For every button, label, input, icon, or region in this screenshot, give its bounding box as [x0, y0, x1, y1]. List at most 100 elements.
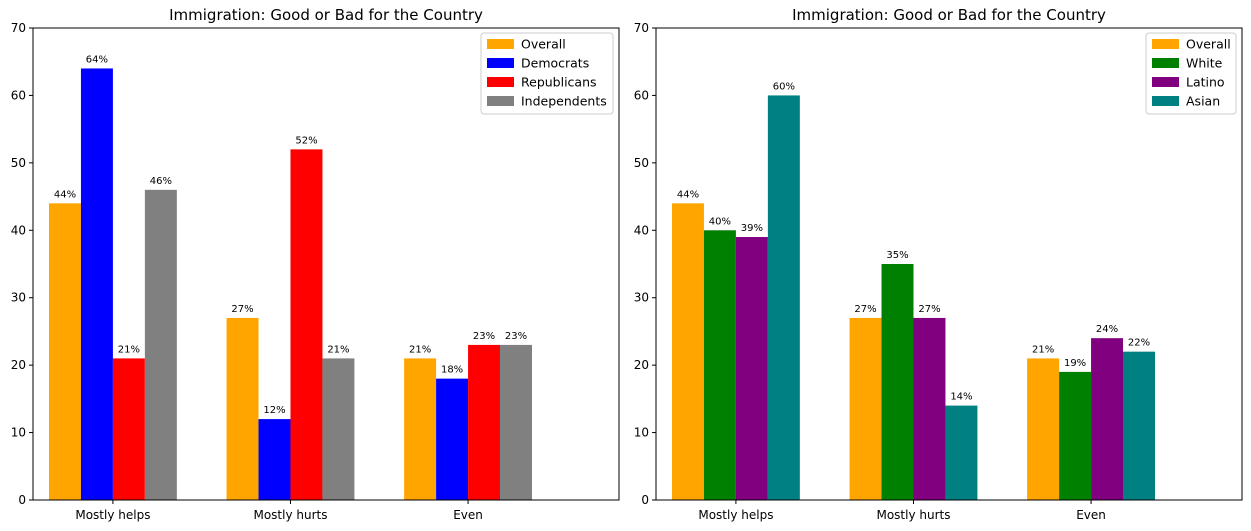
data-label: 35%	[886, 250, 908, 261]
legend: Overall Democrats Republicans Independents	[480, 32, 614, 115]
data-label: 27%	[918, 304, 940, 315]
data-label: 21%	[409, 344, 431, 355]
y-tick-label: 60	[634, 88, 649, 102]
data-label: 27%	[854, 304, 876, 315]
data-label: 21%	[1032, 344, 1054, 355]
data-label: 44%	[677, 189, 699, 200]
plot-frame	[655, 27, 1243, 501]
legend-swatch-democrats	[487, 58, 514, 68]
x-tick-label: Mostly hurts	[876, 508, 950, 522]
y-tick-label: 70	[11, 21, 26, 35]
legend-swatch-independents	[487, 96, 514, 106]
bar-overall	[1027, 358, 1060, 500]
y-tick-label: 10	[11, 426, 26, 440]
bar-white	[1059, 371, 1092, 500]
bar-independents	[144, 189, 177, 501]
legend-label-independents: Independents	[521, 94, 607, 109]
legend-swatch-white	[1152, 58, 1179, 68]
x-tick-label: Even	[1076, 508, 1106, 522]
bar-democrats	[80, 68, 113, 500]
bar-asian	[1123, 351, 1155, 500]
x-axis: Mostly helps Mostly hurts Even	[75, 500, 483, 522]
y-tick-label: 0	[18, 493, 26, 507]
legend-label-latino: Latino	[1186, 75, 1225, 90]
legend-label-republicans: Republicans	[521, 75, 597, 90]
plot-frame	[32, 27, 620, 501]
legend-box	[480, 32, 614, 115]
chart-party: Immigration: Good or Bad for the Country…	[11, 6, 620, 522]
y-tick-label: 20	[634, 358, 649, 372]
y-tick-label: 40	[634, 223, 649, 237]
data-label: 44%	[54, 189, 76, 200]
y-tick-label: 30	[11, 291, 26, 305]
bar-democrats	[436, 378, 469, 500]
x-tick-label: Mostly hurts	[253, 508, 327, 522]
y-axis: 0 10 20 30 40 50 60 70	[11, 21, 33, 507]
legend-label-overall: Overall	[1186, 37, 1231, 52]
y-axis: 0 10 20 30 40 50 60 70	[634, 21, 656, 507]
bar-republicans	[290, 149, 323, 500]
y-tick-label: 60	[11, 88, 26, 102]
y-tick-label: 10	[634, 426, 649, 440]
x-tick-label: Mostly helps	[698, 508, 773, 522]
data-label: 14%	[950, 392, 972, 403]
bar-white	[881, 264, 914, 500]
bar-independents	[322, 358, 355, 500]
data-label: 39%	[741, 223, 763, 234]
data-label: 52%	[295, 135, 317, 146]
y-tick-label: 20	[11, 358, 26, 372]
y-tick-label: 0	[641, 493, 649, 507]
y-tick-label: 50	[634, 156, 649, 170]
bar-asian	[945, 405, 978, 500]
bar-overall	[48, 203, 81, 501]
bar-overall	[671, 203, 704, 501]
legend-box	[1145, 32, 1237, 115]
chart-ethnicity: Immigration: Good or Bad for the Country…	[634, 6, 1243, 522]
bar-republicans	[112, 358, 145, 500]
data-label: 21%	[118, 344, 140, 355]
bar-independents	[500, 344, 532, 500]
bar-overall	[226, 317, 259, 500]
legend-swatch-republicans	[487, 77, 514, 87]
bar-asian	[767, 95, 800, 500]
bar-overall	[849, 317, 882, 500]
data-label: 12%	[263, 405, 285, 416]
bar-latino	[735, 237, 768, 500]
y-tick-label: 30	[634, 291, 649, 305]
legend-label-white: White	[1186, 56, 1223, 71]
legend-label-democrats: Democrats	[521, 56, 589, 71]
data-label: 27%	[231, 304, 253, 315]
y-tick-label: 70	[634, 21, 649, 35]
x-tick-label: Even	[453, 508, 483, 522]
data-label: 23%	[473, 331, 495, 342]
data-label: 40%	[709, 216, 731, 227]
x-tick-label: Mostly helps	[75, 508, 150, 522]
bars: 44% 40% 39% 60% 27% 35% 27% 14% 21% 19% 24% 22%	[671, 81, 1155, 501]
legend-swatch-latino	[1152, 77, 1179, 87]
bar-democrats	[258, 419, 291, 500]
bar-republicans	[468, 344, 501, 500]
bar-latino	[1091, 338, 1124, 500]
data-label: 18%	[441, 365, 463, 376]
legend-label-overall: Overall	[521, 37, 566, 52]
data-label: 60%	[773, 81, 795, 92]
y-tick-label: 40	[11, 223, 26, 237]
data-label: 22%	[1128, 338, 1150, 349]
bar-overall	[404, 358, 437, 500]
legend-swatch-overall	[487, 39, 514, 49]
legend: Overall White Latino Asian	[1145, 32, 1237, 115]
x-axis: Mostly helps Mostly hurts Even	[698, 500, 1106, 522]
data-label: 24%	[1096, 324, 1118, 335]
legend-swatch-overall	[1152, 39, 1179, 49]
data-label: 46%	[150, 176, 172, 187]
data-label: 19%	[1064, 358, 1086, 369]
bar-latino	[913, 317, 946, 500]
legend-swatch-asian	[1152, 96, 1179, 106]
y-tick-label: 50	[11, 156, 26, 170]
data-label: 23%	[505, 331, 527, 342]
data-label: 64%	[86, 54, 108, 65]
chart-title: Immigration: Good or Bad for the Country	[169, 6, 483, 24]
bar-white	[703, 230, 736, 501]
chart-title: Immigration: Good or Bad for the Country	[792, 6, 1106, 24]
